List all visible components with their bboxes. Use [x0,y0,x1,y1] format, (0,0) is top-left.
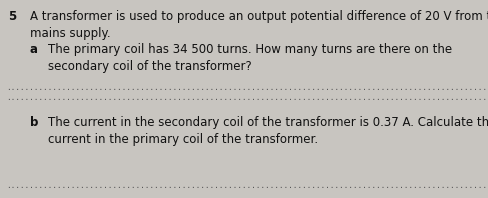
Text: A transformer is used to produce an output potential difference of 20 V from the: A transformer is used to produce an outp… [30,10,488,40]
Text: 5: 5 [8,10,16,23]
Text: a: a [30,43,38,56]
Text: b: b [30,116,38,129]
Text: ................................................................................: ........................................… [6,182,488,190]
Text: ................................................................................: ........................................… [6,93,488,103]
Text: The current in the secondary coil of the transformer is 0.37 A. Calculate the
cu: The current in the secondary coil of the… [48,116,488,146]
Text: The primary coil has 34 500 turns. How many turns are there on the
secondary coi: The primary coil has 34 500 turns. How m… [48,43,451,73]
Text: ................................................................................: ........................................… [6,83,488,91]
